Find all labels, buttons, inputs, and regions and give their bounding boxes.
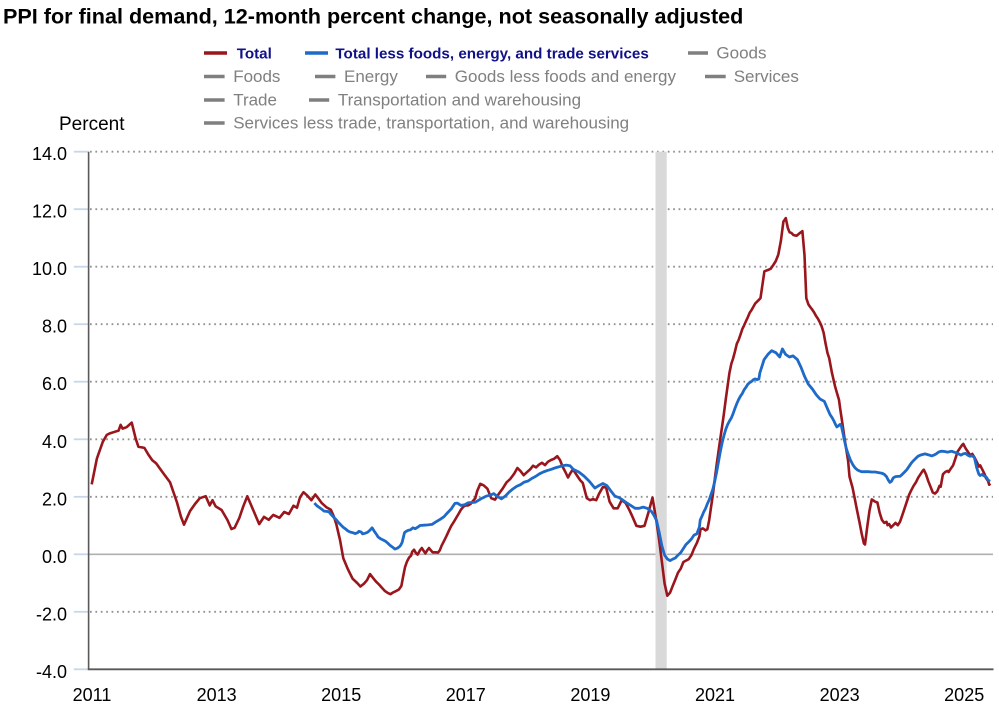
svg-text:-4.0: -4.0 (36, 662, 67, 682)
svg-text:2.0: 2.0 (42, 489, 67, 509)
svg-text:Services less trade, transport: Services less trade, transportation, and… (233, 114, 629, 133)
svg-text:2021: 2021 (695, 685, 735, 705)
svg-text:12.0: 12.0 (32, 202, 67, 222)
svg-text:10.0: 10.0 (32, 259, 67, 279)
svg-text:2013: 2013 (197, 685, 237, 705)
svg-text:2011: 2011 (73, 685, 112, 705)
svg-text:2017: 2017 (446, 685, 486, 705)
svg-text:2025: 2025 (944, 685, 984, 705)
svg-text:2019: 2019 (570, 685, 610, 705)
svg-text:Goods: Goods (716, 44, 766, 63)
svg-text:14.0: 14.0 (32, 144, 67, 164)
svg-text:Energy: Energy (344, 67, 398, 86)
svg-text:Transportation and warehousing: Transportation and warehousing (338, 91, 581, 110)
svg-text:Total less foods, energy, and: Total less foods, energy, and trade serv… (335, 46, 648, 63)
svg-text:2015: 2015 (321, 685, 361, 705)
svg-text:8.0: 8.0 (42, 317, 67, 337)
svg-text:0.0: 0.0 (42, 547, 67, 567)
svg-text:Goods less foods and energy: Goods less foods and energy (455, 67, 677, 86)
svg-text:Percent: Percent (59, 114, 125, 135)
svg-text:4.0: 4.0 (42, 432, 67, 452)
svg-text:Total: Total (237, 46, 272, 63)
svg-text:PPI for final demand, 12-month: PPI for final demand, 12-month percent c… (3, 4, 743, 29)
svg-text:-2.0: -2.0 (36, 604, 67, 624)
svg-text:Services: Services (734, 67, 799, 86)
svg-text:6.0: 6.0 (42, 374, 67, 394)
svg-text:Trade: Trade (233, 91, 277, 110)
svg-text:2023: 2023 (820, 685, 860, 705)
svg-text:Foods: Foods (233, 67, 280, 86)
